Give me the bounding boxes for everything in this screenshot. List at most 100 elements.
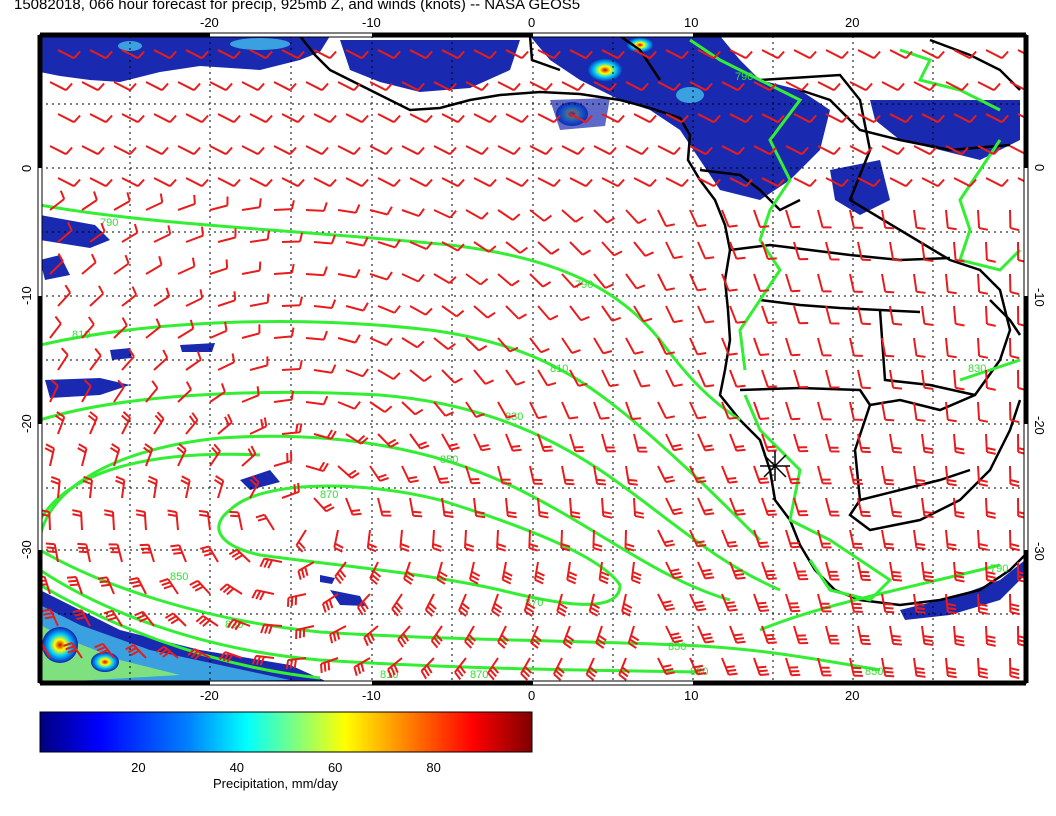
wind-barb: [353, 657, 371, 676]
wind-barb: [401, 337, 425, 349]
wind-barb: [305, 145, 329, 156]
wind-barb: [601, 241, 623, 257]
wind-barb: [721, 273, 738, 292]
wind-barb: [921, 433, 934, 454]
wind-barb: [209, 443, 221, 467]
wind-barb: [153, 349, 169, 371]
wind-barb: [633, 241, 654, 257]
contour-label: 810: [72, 329, 90, 341]
wind-barb: [281, 482, 300, 499]
wind-barb: [849, 593, 863, 613]
wind-barb: [562, 625, 575, 649]
wind-barb: [273, 200, 295, 211]
wind-barb: [569, 177, 593, 188]
contour-label: 830: [505, 411, 523, 423]
wind-barb: [57, 177, 81, 188]
wind-barb: [113, 145, 137, 156]
wind-barb: [57, 113, 81, 124]
wind-barb: [420, 657, 435, 680]
wind-barb: [249, 230, 270, 243]
wind-barb: [556, 593, 568, 617]
wind-barb: [227, 618, 251, 631]
wind-barb: [219, 651, 243, 663]
wind-barb: [121, 177, 145, 188]
wind-barb: [793, 49, 817, 60]
lon-tick-label: 0: [528, 688, 535, 703]
wind-barb: [881, 529, 895, 550]
wind-barb: [560, 529, 571, 552]
wind-barb: [665, 49, 689, 60]
contour-label: 790: [990, 563, 1008, 575]
wind-barb: [977, 273, 989, 295]
wind-barb: [337, 145, 361, 156]
wind-barb: [537, 177, 561, 188]
wind-barb: [305, 461, 329, 473]
wind-barb: [185, 49, 209, 60]
wind-barb: [345, 302, 369, 312]
wind-barb: [281, 359, 303, 371]
wind-barb: [657, 337, 676, 356]
wind-barb: [134, 610, 155, 627]
wind-barb: [977, 337, 989, 359]
wind-barb: [159, 578, 179, 595]
wind-barb: [985, 369, 996, 391]
wind-barb: [217, 413, 233, 435]
wind-barb: [356, 593, 371, 616]
wind-barb: [921, 305, 934, 326]
wind-barb: [185, 412, 199, 435]
wind-barb: [977, 529, 989, 551]
wind-barb: [953, 177, 977, 188]
wind-barb: [1009, 273, 1020, 296]
wind-barb: [881, 657, 895, 678]
wind-barb: [1017, 113, 1026, 120]
wind-barb: [187, 648, 211, 661]
wind-barb: [953, 497, 965, 519]
lon-tick-label: -10: [362, 688, 381, 703]
wind-barb: [785, 657, 801, 677]
wind-barb: [761, 561, 777, 580]
wind-barb: [657, 81, 681, 92]
wind-barb: [313, 113, 337, 124]
wind-barb: [817, 337, 832, 357]
wind-barb: [857, 433, 871, 454]
wind-barb: [633, 433, 648, 453]
wind-barb: [433, 337, 456, 350]
wind-barb: [665, 113, 689, 124]
wind-barb: [94, 642, 115, 659]
wind-barb: [985, 433, 996, 455]
wind-barb: [825, 49, 849, 60]
lat-ticks-right: 0 -10 -20 -30: [1032, 164, 1047, 561]
wind-barb: [689, 465, 707, 484]
wind-barb: [273, 81, 297, 92]
wind-barb: [761, 241, 777, 260]
wind-barb: [103, 609, 123, 627]
wind-barb: [176, 443, 187, 467]
wind-barb: [473, 305, 496, 319]
wind-barb: [881, 273, 895, 294]
wind-barb: [441, 369, 463, 384]
wind-barb: [977, 401, 989, 423]
wind-barb: [63, 642, 83, 659]
wind-barb: [464, 529, 475, 552]
wind-barb: [363, 625, 379, 647]
wind-barb: [721, 145, 745, 156]
wind-barb: [977, 145, 1001, 156]
wind-barb: [753, 657, 770, 676]
wind-barb: [793, 433, 809, 453]
wind-barb: [817, 401, 832, 421]
wind-barb: [697, 241, 715, 260]
wind-barb: [89, 285, 105, 307]
wind-barb: [921, 369, 934, 390]
wind-barb: [945, 337, 957, 359]
wind-barb: [529, 273, 552, 288]
wind-barb: [721, 337, 738, 356]
wind-barb: [889, 369, 903, 390]
wind-barb: [249, 113, 273, 124]
wind-barb: [817, 81, 841, 92]
wind-barb: [665, 497, 683, 516]
wind-barb: [399, 529, 410, 552]
wind-barb: [689, 273, 707, 292]
wind-barb: [153, 225, 172, 243]
wind-barb: [229, 510, 243, 531]
